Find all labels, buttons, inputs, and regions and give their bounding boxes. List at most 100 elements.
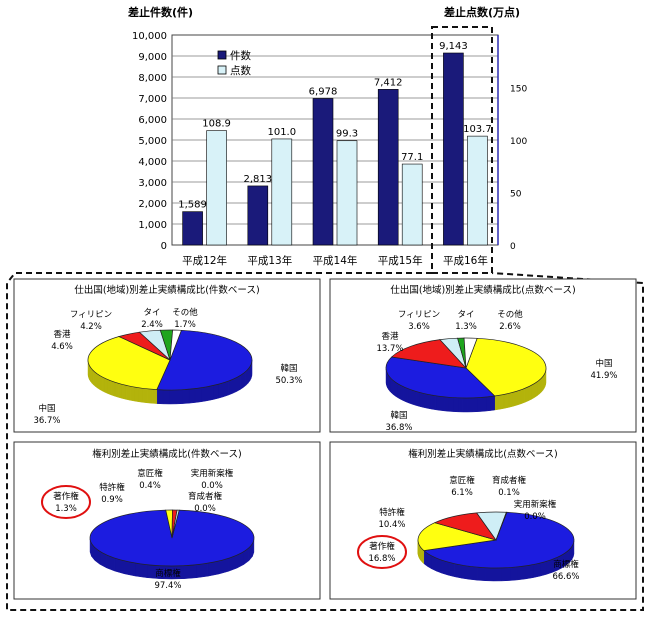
- left-tick-label: 1,000: [138, 220, 167, 231]
- pie-slice-side: [423, 393, 428, 409]
- pie-slice-side: [182, 388, 190, 404]
- bar-points-label: 101.0: [267, 127, 296, 138]
- pie1-label-name: 韓国: [280, 363, 297, 374]
- bar-count-label: 7,412: [374, 77, 403, 88]
- bar-count: [377, 89, 399, 246]
- bar-chart: 差止件数(件) 差止点数(万点) 0 1,000 2,000 3,000 4,000 5,…: [128, 5, 527, 274]
- legend-swatch-series-2: [217, 65, 227, 75]
- pie-slice-side: [454, 563, 463, 579]
- bar-points: [271, 138, 293, 246]
- left-tick-label: 2,000: [138, 199, 167, 210]
- pie-slice: [423, 511, 575, 569]
- pie4-label-name: 商標権: [553, 559, 579, 570]
- left-tick-label: 10,000: [132, 31, 167, 42]
- pie-slice-side: [525, 564, 534, 580]
- pie4-label-value: 0.1%: [498, 488, 520, 498]
- pie4-label-name: 著作権: [369, 541, 395, 552]
- pie1-label-value: 36.7%: [33, 416, 60, 426]
- pie-slice-side: [138, 387, 144, 403]
- pie2-label-name: 香港: [381, 331, 399, 342]
- pie3-labels: 商標権 97.4% 著作権 1.3% 特許権 0.9% 意匠権 0.4% 実用新…: [53, 468, 234, 591]
- pie-slice-side: [97, 373, 101, 390]
- bar-count: [443, 52, 464, 246]
- pie-slice-side: [461, 564, 470, 580]
- bar-count: [247, 185, 269, 246]
- left-tick-label: 0: [161, 241, 167, 252]
- bar-points-label: 103.7: [463, 124, 492, 135]
- pie-slice-side: [95, 371, 98, 389]
- pie-slice-side: [509, 566, 518, 581]
- pie-slice-side: [129, 385, 135, 402]
- category-labels: 平成12年 平成13年 平成14年 平成15年 平成16年: [182, 254, 488, 267]
- pie-title-right-count: 権利別差止実績構成比(件数ベース): [92, 448, 241, 460]
- pie-slice-side: [444, 396, 450, 412]
- pie3-label-value: 0.4%: [139, 481, 161, 491]
- pie-slice-side: [93, 370, 96, 388]
- pie2-label-name: フィリピン: [398, 310, 440, 320]
- pie-slice-side: [134, 386, 139, 403]
- pie-slice-side: [393, 380, 396, 397]
- left-tick-label: 6,000: [138, 115, 167, 126]
- category-label: 平成15年: [378, 254, 423, 267]
- pie-slice-side: [223, 380, 229, 398]
- pie2-label-name: 中国: [595, 358, 612, 369]
- pie2-label-name: その他: [497, 309, 523, 320]
- pie3-label-value: 0.0%: [194, 504, 216, 514]
- pie-slice-side: [499, 394, 505, 410]
- right-axis-title: 差止点数(万点): [444, 5, 520, 19]
- pie4-label-value: 66.6%: [552, 572, 579, 582]
- pie-slice-side: [400, 384, 404, 401]
- bar-count: [312, 98, 334, 246]
- pie2-label-name: タイ: [457, 310, 474, 320]
- pie-slice-side: [481, 396, 487, 412]
- pie-slice-side: [397, 383, 401, 400]
- right-tick-label: 150: [510, 85, 527, 95]
- bar-points: [336, 140, 358, 246]
- pie4-label-value: 16.8%: [368, 554, 395, 564]
- right-tick-label: 0: [510, 242, 516, 252]
- pie-slice-side: [111, 380, 116, 397]
- pie-slice-side: [441, 559, 449, 576]
- pie-slice: [463, 337, 478, 369]
- pie2-labels: 中国 41.9% 韓国 36.8% 香港 13.7% フィリピン 3.6% タイ…: [376, 309, 617, 433]
- bar-points: [401, 163, 423, 246]
- left-axis-title: 差止件数(件): [128, 5, 193, 19]
- bars: [182, 52, 488, 246]
- pie-slice-side: [415, 391, 420, 407]
- pie-title-country-count: 仕出国(地域)別差止実績構成比(件数ベース): [74, 284, 259, 296]
- pie-slice-side: [539, 561, 547, 577]
- pie-slice-side: [395, 381, 398, 399]
- pie4-labels: 商標権 66.6% 著作権 16.8% 特許権 10.4% 意匠権 6.1% 育…: [368, 475, 579, 582]
- pie2-label-value: 13.7%: [376, 344, 403, 354]
- pie-slice-side: [531, 383, 535, 400]
- highlight-circle-copyright-points: [357, 535, 407, 569]
- pie-slice: [417, 522, 497, 551]
- pie-slice: [385, 356, 496, 399]
- pie3-label-value: 97.4%: [154, 581, 181, 591]
- category-label: 平成14年: [313, 254, 358, 267]
- pie-slice-side: [151, 389, 158, 404]
- pie-title-right-points: 権利別差止実績構成比(点数ベース): [408, 448, 557, 460]
- pie-slice-side: [512, 390, 518, 407]
- pie-slice-side: [207, 560, 219, 577]
- pie-country-count: [87, 329, 253, 405]
- pie-slice: [495, 511, 508, 541]
- right-axis-ticks: 0 50 100 150: [510, 85, 527, 253]
- left-axis-ticks: 0 1,000 2,000 3,000 4,000 5,000 6,000 7,000 8,00…: [132, 31, 167, 252]
- pie-slice-side: [169, 389, 177, 405]
- pie-slice-side: [121, 384, 127, 400]
- bar-count-label: 9,143: [439, 41, 468, 52]
- legend: 件数 点数: [217, 49, 251, 77]
- highlight-box: [431, 26, 493, 274]
- pie-slice-side: [402, 386, 407, 403]
- pie-slice: [171, 509, 180, 539]
- left-tick-label: 8,000: [138, 73, 167, 84]
- pie4-label-name: 育成者権: [492, 475, 527, 486]
- pie3-label-value: 0.9%: [101, 495, 123, 505]
- pie1-label-name: 香港: [53, 329, 71, 340]
- pie2-label-value: 3.6%: [408, 322, 430, 332]
- category-label: 平成12年: [182, 254, 227, 267]
- pie-slice-side: [239, 373, 244, 391]
- pie3-label-value: 1.3%: [55, 504, 77, 514]
